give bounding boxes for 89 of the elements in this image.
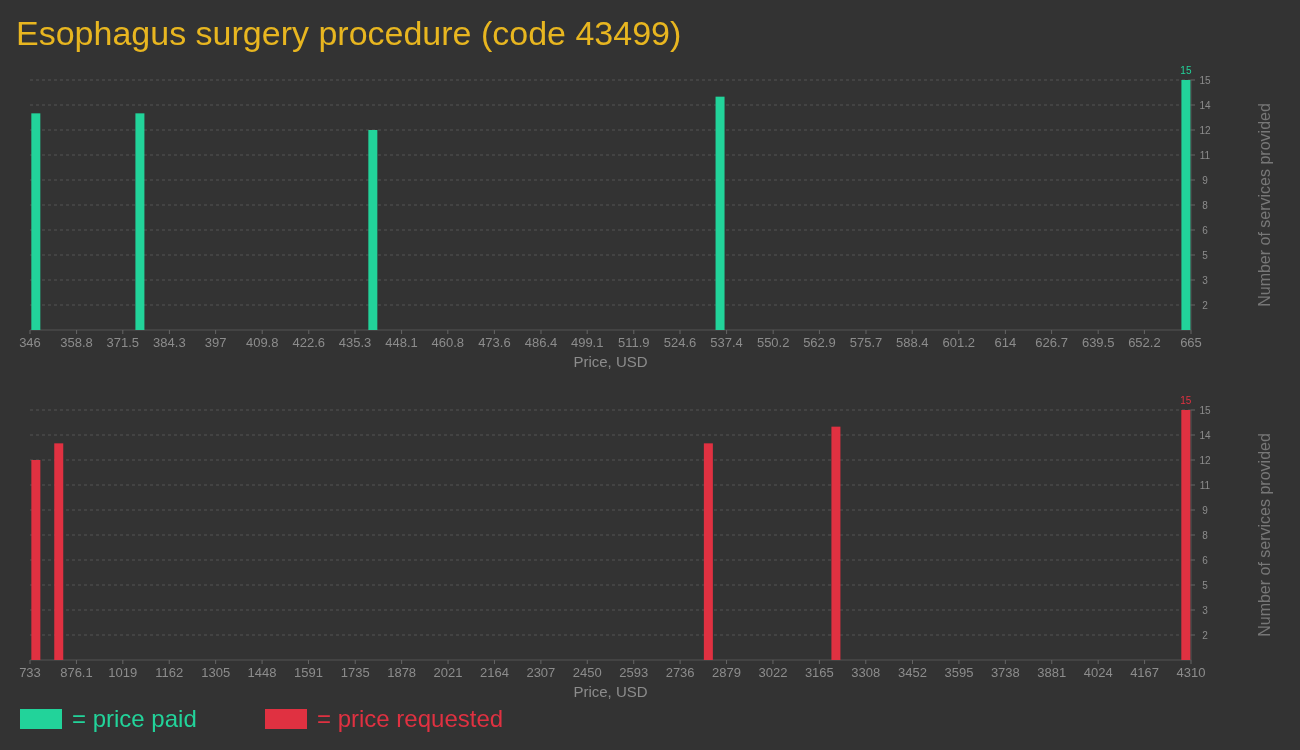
bar	[31, 113, 41, 330]
x-tick-label: 384.3	[153, 335, 186, 350]
x-tick-label: 358.8	[60, 335, 93, 350]
x-tick-label: 2736	[665, 665, 695, 680]
bar	[715, 96, 725, 330]
y-axis-title: Number of services provided	[1256, 103, 1273, 307]
x-tick-label: 460.8	[431, 335, 465, 350]
y-tick-label: 15	[1199, 75, 1211, 86]
x-tick-label: 1878	[387, 665, 417, 680]
x-tick-label: 346	[19, 335, 41, 350]
x-tick-label: 3022	[758, 665, 788, 680]
x-tick-label: 1448	[247, 665, 277, 680]
x-tick-label: 422.6	[292, 335, 326, 350]
bar	[368, 130, 378, 330]
x-tick-label: 626.7	[1035, 335, 1068, 350]
y-tick-label: 12	[1199, 455, 1211, 466]
x-tick-label: 550.2	[756, 335, 790, 350]
bar	[31, 460, 41, 660]
y-axis-title: Number of services provided	[1256, 433, 1273, 637]
x-tick-label: 876.1	[60, 665, 93, 680]
x-tick-label: 4024	[1083, 665, 1113, 680]
x-tick-label: 3308	[851, 665, 881, 680]
x-tick-label: 537.4	[710, 335, 743, 350]
x-axis-title: Price, USD	[573, 683, 648, 700]
x-tick-label: 3452	[898, 665, 927, 680]
x-tick-label: 371.5	[106, 335, 140, 350]
x-tick-label: 2879	[712, 665, 741, 680]
y-tick-label: 9	[1202, 505, 1209, 516]
x-tick-label: 524.6	[663, 335, 697, 350]
y-tick-label: 11	[1199, 480, 1211, 491]
x-tick-label: 652.2	[1128, 335, 1161, 350]
y-tick-label: 3	[1202, 605, 1209, 616]
y-tick-label: 15	[1199, 405, 1211, 416]
x-tick-label: 1591	[294, 665, 323, 680]
x-tick-label: 2164	[480, 665, 509, 680]
x-tick-label: 562.9	[803, 335, 836, 350]
y-tick-label: 14	[1199, 430, 1211, 441]
x-tick-label: 2450	[572, 665, 602, 680]
x-tick-label: 409.8	[245, 335, 279, 350]
y-tick-label: 11	[1199, 150, 1211, 161]
x-tick-label: 575.7	[849, 335, 883, 350]
y-tick-label: 5	[1202, 250, 1209, 261]
x-tick-label: 733	[19, 665, 41, 680]
y-tick-label: 3	[1202, 275, 1209, 286]
y-tick-label: 6	[1202, 555, 1209, 566]
x-tick-label: 2021	[433, 665, 463, 680]
bar	[703, 443, 713, 660]
x-tick-label: 3738	[990, 665, 1020, 680]
x-tick-label: 435.3	[338, 335, 372, 350]
y-tick-label: 12	[1199, 125, 1211, 136]
y-tick-label: 9	[1202, 175, 1209, 186]
bar	[135, 113, 145, 330]
y-tick-label: 8	[1202, 200, 1209, 211]
bar	[54, 443, 64, 660]
x-tick-label: 588.4	[895, 335, 929, 350]
chart-title: Esophagus surgery procedure (code 43499)	[16, 14, 682, 52]
x-tick-label: 1305	[201, 665, 231, 680]
x-tick-label: 614	[994, 335, 1017, 350]
x-tick-label: 1735	[340, 665, 370, 680]
x-tick-label: 639.5	[1081, 335, 1115, 350]
x-tick-label: 3881	[1037, 665, 1067, 680]
x-tick-label: 486.4	[524, 335, 558, 350]
x-tick-label: 3595	[944, 665, 974, 680]
y-tick-label: 5	[1202, 580, 1209, 591]
x-tick-label: 511.9	[618, 335, 650, 350]
x-tick-label: 4167	[1130, 665, 1160, 680]
x-tick-label: 601.2	[942, 335, 976, 350]
bar	[831, 426, 841, 660]
x-tick-label: 473.6	[478, 335, 511, 350]
x-tick-label: 3165	[804, 665, 834, 680]
x-tick-label: 1019	[108, 665, 138, 680]
y-tick-label: 2	[1202, 300, 1209, 311]
x-axis-title: Price, USD	[573, 353, 648, 370]
x-tick-label: 1162	[155, 665, 184, 680]
y-tick-label: 8	[1202, 530, 1209, 541]
x-tick-label: 499.1	[570, 335, 604, 350]
x-tick-label: 665	[1180, 335, 1202, 350]
x-tick-label: 2593	[619, 665, 649, 680]
data-label: 15	[1180, 395, 1192, 406]
x-tick-label: 397	[204, 335, 227, 350]
y-tick-label: 6	[1202, 225, 1209, 236]
data-label: 15	[1180, 65, 1192, 76]
x-tick-label: 448.1	[385, 335, 418, 350]
y-tick-label: 14	[1199, 100, 1211, 111]
legend-label: = price paid	[72, 705, 197, 732]
legend-label: = price requested	[317, 705, 504, 732]
x-tick-label: 4310	[1176, 665, 1206, 680]
x-tick-label: 2307	[526, 665, 556, 680]
y-tick-label: 2	[1202, 630, 1209, 641]
